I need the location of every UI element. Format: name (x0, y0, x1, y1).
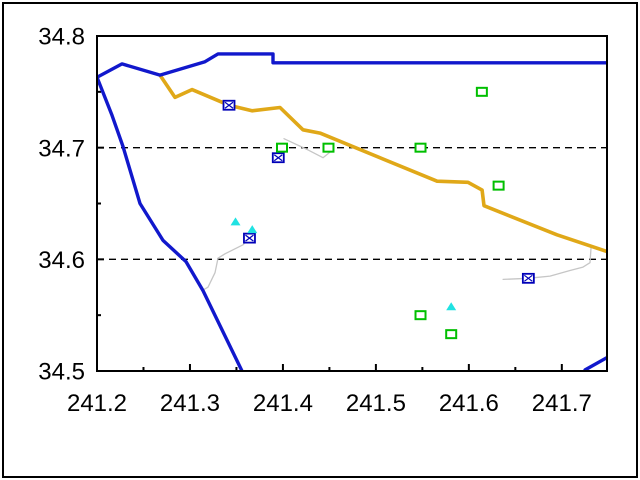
crossed-square-marker (521, 272, 535, 284)
x-axis-tick-label: 241.4 (253, 390, 313, 417)
x-axis-tick-label: 241.7 (532, 390, 592, 417)
y-axis-tick-label: 34.8 (38, 24, 85, 51)
crossed-square-x2 (245, 234, 254, 242)
crossed-square-x2 (523, 274, 533, 282)
y-axis-tick-label: 34.7 (38, 135, 85, 162)
plot-frame (96, 35, 608, 372)
y-axis-tick-label: 34.5 (38, 359, 85, 386)
crossed-square-x2 (273, 154, 283, 162)
coastline-corner-line (583, 355, 607, 371)
open-square-marker (322, 142, 335, 153)
x-axis-tick-label: 241.6 (439, 390, 499, 417)
y-axis-tick-label: 34.6 (38, 247, 85, 274)
filled-triangle-marker (230, 217, 241, 226)
plot-content (97, 52, 607, 371)
open-square-marker (414, 310, 427, 321)
open-square-marker (475, 86, 488, 97)
open-square-marker (492, 180, 505, 191)
x-axis-tick-label: 241.5 (346, 390, 406, 417)
gray-track-1-line (283, 138, 331, 159)
crossed-square-marker (243, 232, 256, 244)
open-square-marker (414, 142, 427, 153)
boundary-orange-line (158, 73, 607, 254)
crossed-square-marker (271, 152, 285, 164)
coastline-south-line (97, 75, 244, 371)
crossed-square-x2 (224, 101, 234, 109)
x-axis-tick-label: 241.2 (67, 390, 127, 417)
gray-track-2-line (201, 237, 251, 292)
open-square-marker (275, 142, 288, 153)
crossed-square-marker (222, 99, 236, 111)
coastline-north-line (97, 52, 607, 80)
filled-triangle-marker (446, 302, 457, 311)
filled-triangle-marker (247, 225, 258, 234)
gray-track-3-line (502, 247, 592, 281)
open-square-marker (445, 329, 458, 340)
x-axis-tick-label: 241.3 (160, 390, 220, 417)
